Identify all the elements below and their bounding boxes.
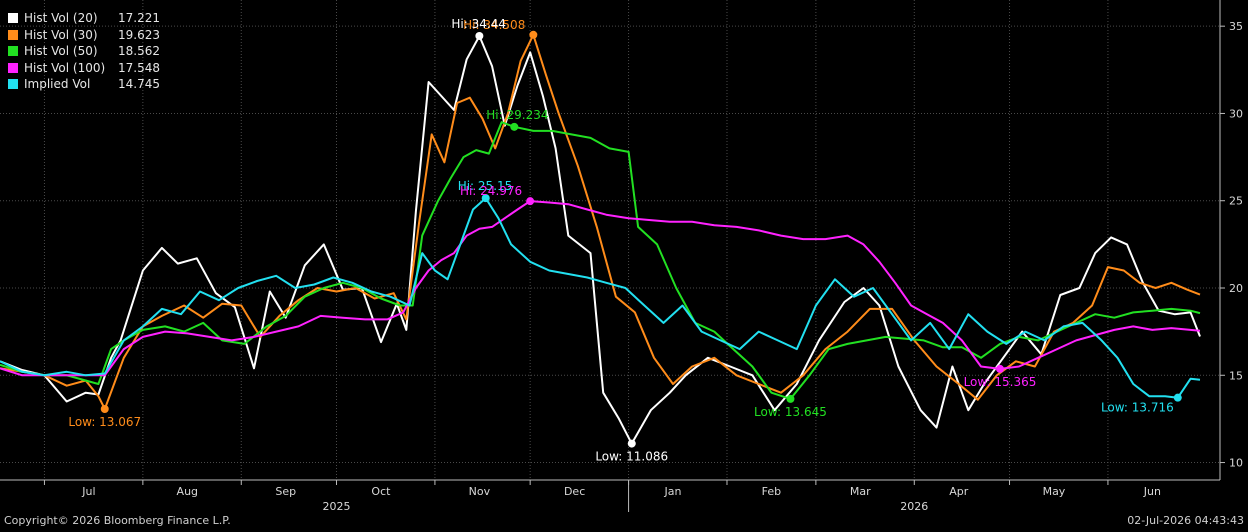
annotation-marker	[510, 122, 519, 131]
annotation-marker	[786, 394, 795, 403]
x-tick-label: Oct	[371, 485, 391, 498]
x-tick-label: Dec	[564, 485, 585, 498]
y-tick-label: 20	[1229, 282, 1243, 295]
legend-item: Implied Vol 14.745	[8, 76, 160, 93]
annotation-label: Hi: 24.976	[460, 184, 522, 198]
y-tick-label: 15	[1229, 369, 1243, 382]
copyright-text: Copyright© 2026 Bloomberg Finance L.P.	[4, 514, 231, 527]
timestamp-text: 02-Jul-2026 04:43:43	[1127, 514, 1244, 527]
annotation-marker	[481, 194, 490, 203]
x-tick-label: Jul	[81, 485, 95, 498]
year-label: 2026	[900, 500, 928, 513]
legend-swatch	[8, 29, 18, 40]
legend-item: Hist Vol (100) 17.548	[8, 60, 160, 77]
y-tick-label: 25	[1229, 195, 1243, 208]
annotation-label: Low: 15.365	[964, 375, 1037, 389]
series-line-2	[0, 121, 1201, 400]
x-tick-label: Feb	[762, 485, 781, 498]
annotation-label: Low: 13.716	[1101, 401, 1174, 415]
annotation-marker	[526, 197, 535, 206]
annotation-label: Hi: 25.15	[458, 179, 513, 193]
legend-series-value: 14.745	[118, 77, 160, 91]
series-line-1	[0, 33, 1201, 410]
annotation-label: Low: 13.645	[754, 405, 827, 419]
annotation-marker	[996, 364, 1004, 373]
x-tick-label: May	[1043, 485, 1066, 498]
annotation-label: Low: 11.086	[595, 450, 668, 464]
legend-series-name: Implied Vol	[24, 77, 91, 91]
legend: Hist Vol (20) 17.221 Hist Vol (30) 19.623 Hi…	[8, 10, 160, 93]
legend-series-name: Hist Vol (20)	[24, 11, 98, 25]
x-tick-label: Nov	[469, 485, 491, 498]
annotation-marker	[100, 405, 109, 414]
y-tick-label: 10	[1229, 457, 1243, 470]
legend-series-name: Hist Vol (100)	[24, 60, 106, 75]
legend-swatch	[8, 79, 18, 90]
x-tick-label: Sep	[275, 485, 296, 498]
annotation-marker	[1173, 393, 1182, 402]
y-tick-label: 30	[1229, 107, 1243, 120]
annotation-label: Low: 13.067	[68, 415, 141, 429]
legend-swatch	[8, 13, 18, 24]
year-label: 2025	[323, 500, 351, 513]
x-tick-label: Mar	[850, 485, 871, 498]
x-tick-label: Jan	[664, 485, 682, 498]
x-tick-label: Apr	[949, 485, 969, 498]
legend-swatch	[8, 62, 18, 73]
legend-series-value: 17.548	[118, 60, 160, 75]
series-line-0	[0, 35, 1201, 445]
legend-item: Hist Vol (30) 19.623	[8, 27, 160, 44]
legend-series-value: 18.562	[118, 44, 160, 58]
annotation-label: Hi: 34.508	[463, 18, 525, 32]
annotation-label: Hi: 29.234	[486, 108, 548, 122]
legend-series-name: Hist Vol (50)	[24, 44, 98, 58]
x-tick-label: Jun	[1143, 485, 1161, 498]
annotation-marker	[627, 439, 636, 448]
series-line-3	[0, 200, 1201, 377]
x-tick-label: Aug	[177, 485, 198, 498]
legend-item: Hist Vol (50) 18.562	[8, 43, 160, 60]
annotation-label: Hi: 34.44	[451, 17, 506, 31]
legend-series-value: 17.221	[118, 11, 160, 25]
annotation-marker	[529, 30, 538, 39]
legend-swatch	[8, 46, 18, 57]
legend-item: Hist Vol (20) 17.221	[8, 10, 160, 27]
legend-series-name: Hist Vol (30)	[24, 27, 98, 42]
series-line-4	[0, 197, 1201, 399]
annotation-marker	[475, 31, 484, 40]
y-tick-label: 35	[1229, 20, 1243, 33]
legend-series-value: 19.623	[118, 27, 160, 42]
